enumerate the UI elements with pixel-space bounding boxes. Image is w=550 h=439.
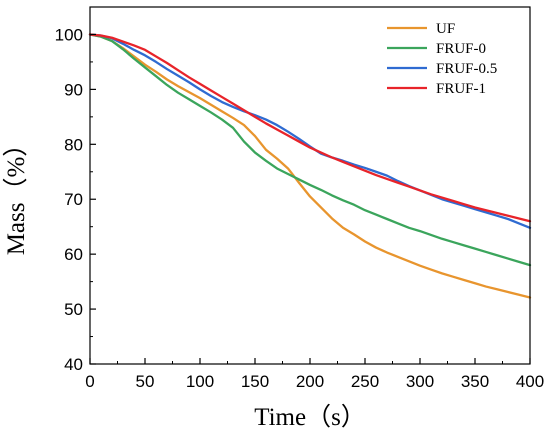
y-tick-label: 60 [64,245,83,264]
y-tick-label: 80 [64,135,83,154]
legend-label: FRUF-0.5 [436,61,497,77]
axis-ticks: 0 50 100 150 200 250 300 350 400 40 50 60 70 80 90 100 [55,25,545,391]
y-tick-label: 40 [64,355,83,374]
series-line-1 [88,33,532,267]
y-tick-label: 70 [64,190,83,209]
x-tick-label: 300 [406,372,434,391]
series-line-3 [88,33,532,223]
series-layer [88,33,532,299]
y-tick-label: 90 [64,80,83,99]
legend-label: FRUF-1 [436,81,486,97]
y-axis-title: Mass（%） [2,132,30,256]
x-tick-label: 150 [241,372,269,391]
x-tick-label: 0 [85,372,94,391]
x-tick-label: 100 [186,372,214,391]
x-tick-label: 350 [461,372,489,391]
x-tick-label: 50 [136,372,155,391]
series-line-0 [88,33,532,299]
y-tick-label: 100 [55,25,83,44]
legend-label: UF [436,21,455,37]
x-tick-label: 400 [516,372,544,391]
x-tick-label: 250 [351,372,379,391]
x-axis-title: Time（s） [254,403,366,431]
y-tick-label: 50 [64,300,83,319]
legend-label: FRUF-0 [436,41,486,57]
legend: UF FRUF-0 FRUF-0.5 FRUF-1 [387,21,497,97]
x-tick-label: 200 [296,372,324,391]
